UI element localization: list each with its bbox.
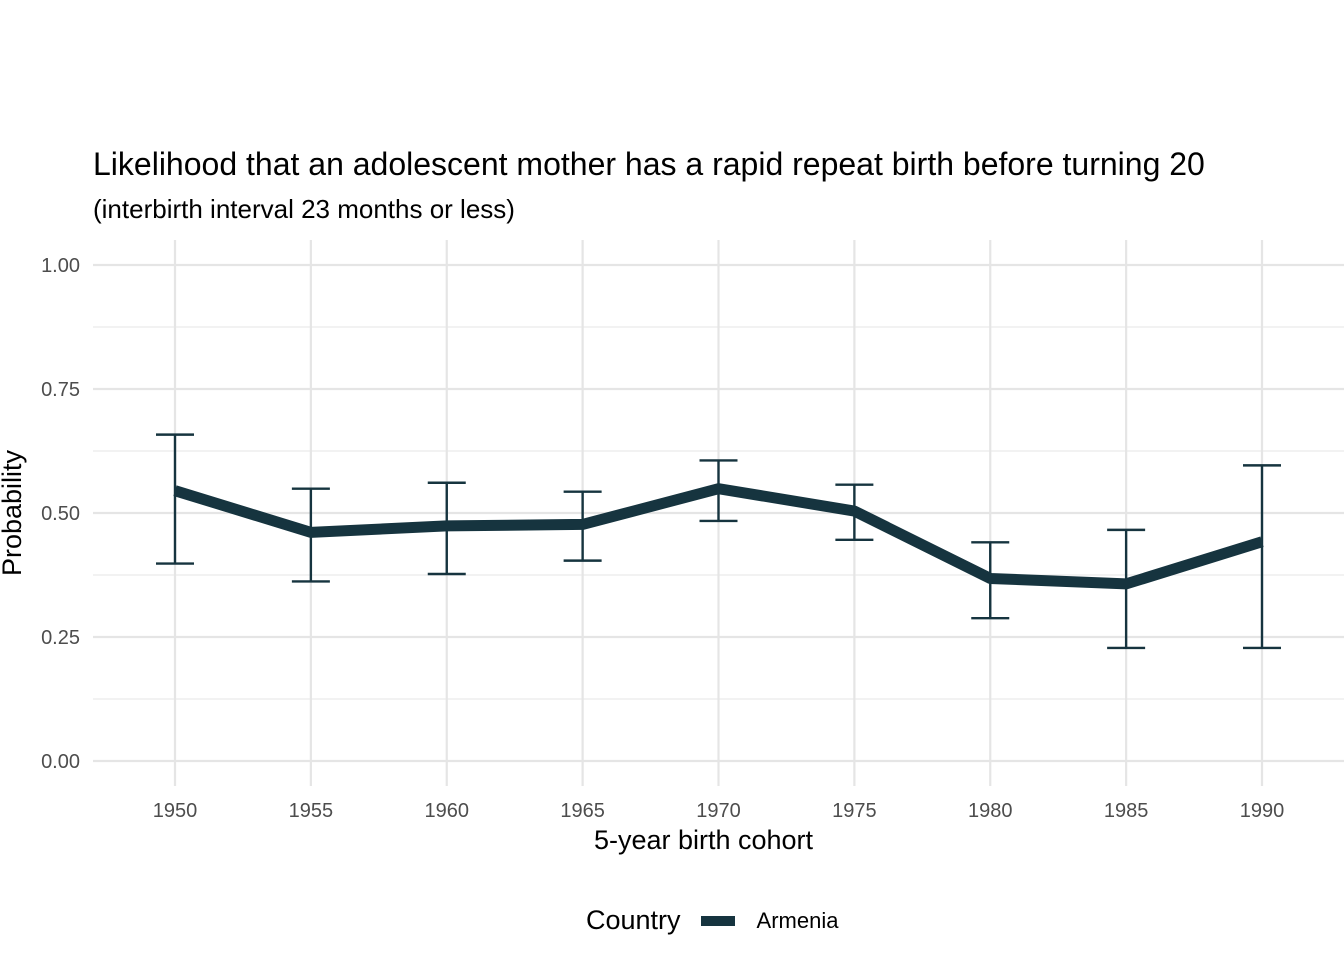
- x-tick-label: 1980: [968, 800, 1013, 822]
- y-axis-label: Probability: [0, 449, 27, 576]
- y-tick-label: 0.00: [41, 751, 80, 773]
- y-tick-label: 1.00: [41, 255, 80, 277]
- chart-title: Likelihood that an adolescent mother has…: [93, 146, 1205, 182]
- x-tick-label: 1950: [153, 800, 198, 822]
- x-tick-label: 1975: [832, 800, 877, 822]
- x-tick-label: 1965: [560, 800, 605, 822]
- legend-title: Country: [586, 905, 681, 935]
- y-tick-label: 0.50: [41, 503, 80, 525]
- chart-subtitle: (interbirth interval 23 months or less): [93, 194, 515, 224]
- legend-key-armenia: [700, 915, 735, 926]
- legend: Country Armenia: [586, 905, 838, 936]
- x-axis-label: 5-year birth cohort: [594, 825, 814, 855]
- x-tick-label: 1990: [1240, 800, 1285, 822]
- legend-label-armenia: Armenia: [756, 907, 839, 933]
- x-tick-label: 1960: [425, 800, 470, 822]
- x-tick-label: 1970: [696, 800, 741, 822]
- y-tick-label: 0.75: [41, 379, 80, 401]
- y-tick-label: 0.25: [41, 627, 80, 649]
- x-tick-label: 1985: [1104, 800, 1149, 822]
- x-tick-label: 1955: [289, 800, 334, 822]
